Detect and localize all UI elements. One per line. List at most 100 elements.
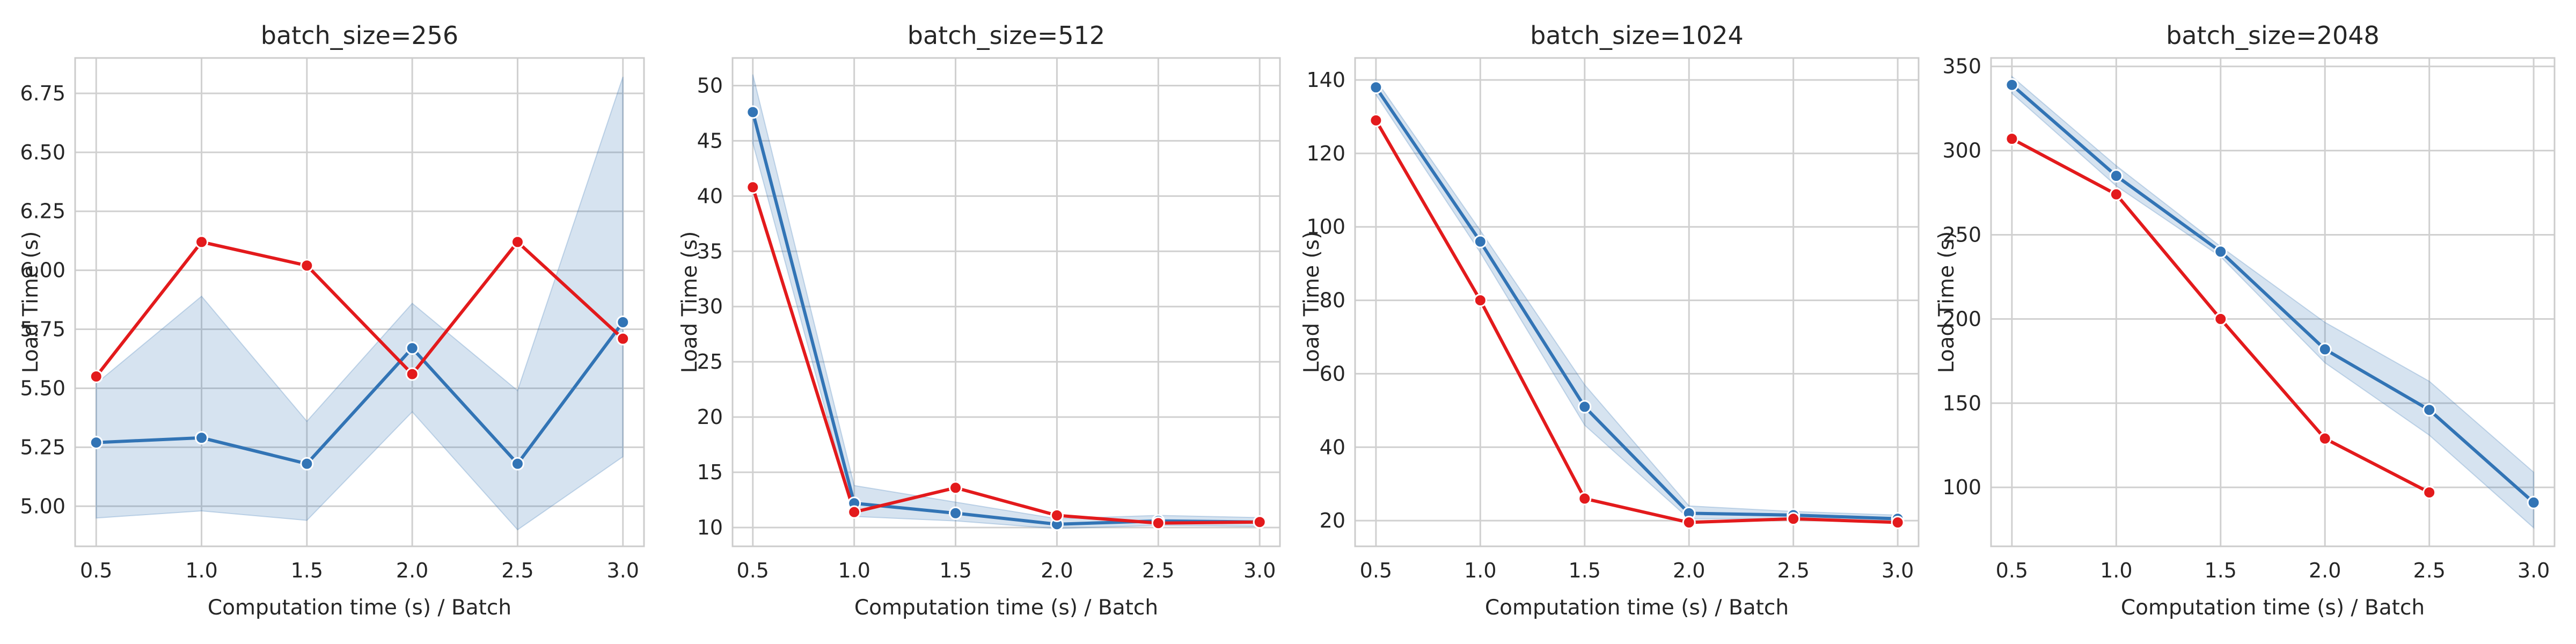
y-tick-label: 100 xyxy=(1942,475,1981,499)
series-lines xyxy=(1374,86,1898,524)
y-tick-label: 6.50 xyxy=(20,141,65,164)
x-tick-label: 2.0 xyxy=(1673,559,1705,582)
y-tick-label: 20 xyxy=(697,405,723,429)
x-tick-label: 3.0 xyxy=(1882,559,1914,582)
y-tick-label: 5.75 xyxy=(20,318,65,341)
tick-labels: 0.5 1.0 1.5 2.0 2.5 3.0 10 15 20 25 30 35 40 45 50 xyxy=(697,74,1276,582)
data-point-blue xyxy=(1578,400,1592,414)
data-point-red xyxy=(2318,431,2332,445)
x-tick-label: 2.0 xyxy=(1041,559,1073,582)
data-point-blue xyxy=(1473,235,1487,248)
data-point-blue xyxy=(300,457,314,471)
x-tick-label: 2.0 xyxy=(396,559,428,582)
data-point-red xyxy=(949,481,963,495)
x-axis-label: Computation time (s) / Batch xyxy=(208,596,511,620)
data-point-blue xyxy=(2109,169,2123,183)
series-line-blue xyxy=(751,112,1260,526)
y-tick-label: 30 xyxy=(697,295,723,318)
subplot-title: batch_size=256 xyxy=(261,21,458,50)
series-markers xyxy=(2005,78,2541,509)
data-point-blue xyxy=(2214,245,2228,259)
data-point-red xyxy=(1473,294,1487,308)
series-lines xyxy=(94,240,625,466)
data-point-red xyxy=(1369,113,1383,127)
y-axis-label: Load Time (s) xyxy=(1300,231,1324,374)
confidence-band xyxy=(96,76,624,531)
data-point-red xyxy=(89,369,103,383)
y-tick-label: 50 xyxy=(697,74,723,97)
data-point-red xyxy=(746,180,760,194)
y-tick-label: 5.00 xyxy=(20,494,65,518)
data-point-blue xyxy=(510,457,524,471)
y-axis-label: Load Time (s) xyxy=(678,231,702,374)
x-tick-label: 2.5 xyxy=(501,559,533,582)
x-tick-label: 1.0 xyxy=(185,559,217,582)
data-point-blue xyxy=(2005,78,2019,92)
y-tick-label: 6.00 xyxy=(20,259,65,282)
x-tick-label: 0.5 xyxy=(737,559,769,582)
x-tick-label: 0.5 xyxy=(1996,559,2028,582)
x-tick-label: 2.5 xyxy=(2413,559,2445,582)
series-line-blue xyxy=(1374,86,1898,521)
x-tick-label: 1.0 xyxy=(1464,559,1496,582)
x-tick-label: 1.0 xyxy=(2100,559,2132,582)
tick-labels: 0.5 1.0 1.5 2.0 2.5 3.0 20 40 60 80 100 120 140 xyxy=(1306,68,1914,582)
x-tick-label: 1.5 xyxy=(939,559,971,582)
y-tick-label: 150 xyxy=(1942,391,1981,415)
subplot-batch-2048: 0.5 1.0 1.5 2.0 2.5 3.0 100 150 200 250 300 350 bat… xyxy=(1935,21,2556,620)
data-point-red xyxy=(616,332,630,346)
y-tick-label: 300 xyxy=(1942,139,1981,163)
data-point-red xyxy=(2109,187,2123,201)
subplot-title: batch_size=2048 xyxy=(2166,21,2380,50)
data-point-red xyxy=(1253,515,1267,529)
plot-frame xyxy=(1354,57,1920,547)
y-tick-label: 25 xyxy=(697,350,723,374)
y-tick-label: 40 xyxy=(697,184,723,208)
ci-band xyxy=(96,76,624,531)
x-tick-label: 1.5 xyxy=(1569,559,1601,582)
series-line-blue xyxy=(96,321,625,466)
y-tick-label: 45 xyxy=(697,129,723,152)
series-markers xyxy=(1369,80,1905,530)
x-axis-label: Computation time (s) / Batch xyxy=(1485,596,1789,620)
plot-frame xyxy=(1990,57,2556,547)
x-tick-label: 2.5 xyxy=(1142,559,1174,582)
y-tick-label: 35 xyxy=(697,239,723,263)
y-tick-label: 6.75 xyxy=(20,82,65,105)
series-markers xyxy=(746,105,1267,531)
data-point-blue xyxy=(949,506,963,520)
data-point-red xyxy=(1578,492,1592,506)
plot-frame xyxy=(74,57,645,547)
tick-labels: 0.5 1.0 1.5 2.0 2.5 3.0 5.00 5.25 5.50 5.75 6.00 6.… xyxy=(20,82,639,582)
data-point-red xyxy=(300,259,314,273)
subplot-batch-256: 0.5 1.0 1.5 2.0 2.5 3.0 5.00 5.25 5.50 5.75 6.00 6.… xyxy=(19,21,645,620)
y-tick-label: 140 xyxy=(1306,68,1345,92)
x-tick-label: 0.5 xyxy=(1360,559,1392,582)
data-point-red xyxy=(1891,516,1905,530)
x-tick-label: 1.0 xyxy=(838,559,870,582)
data-point-red xyxy=(2214,312,2228,326)
data-point-blue xyxy=(746,105,760,119)
y-tick-label: 20 xyxy=(1320,509,1345,532)
series-line-red xyxy=(94,240,624,378)
grid xyxy=(1991,58,2555,546)
y-tick-label: 5.50 xyxy=(20,376,65,400)
data-point-red xyxy=(1050,508,1064,522)
data-point-red xyxy=(2423,486,2436,500)
subplot-batch-512: 0.5 1.0 1.5 2.0 2.5 3.0 10 15 20 25 30 35 40 45 50 bat… xyxy=(678,21,1281,620)
series-lines xyxy=(751,112,1260,526)
y-tick-label: 250 xyxy=(1942,223,1981,246)
y-axis-label: Load Time (s) xyxy=(1935,231,1959,374)
x-axis-label: Computation time (s) / Batch xyxy=(854,596,1158,620)
data-point-red xyxy=(2005,132,2019,146)
y-tick-label: 350 xyxy=(1942,55,1981,78)
data-point-blue xyxy=(405,341,419,355)
x-axis-label: Computation time (s) / Batch xyxy=(2121,596,2425,620)
x-tick-label: 3.0 xyxy=(2518,559,2550,582)
y-axis-label: Load Time (s) xyxy=(19,231,43,374)
y-tick-label: 5.25 xyxy=(20,435,65,459)
data-point-red xyxy=(847,505,861,519)
data-point-red xyxy=(405,367,419,381)
data-point-blue xyxy=(2318,342,2332,356)
